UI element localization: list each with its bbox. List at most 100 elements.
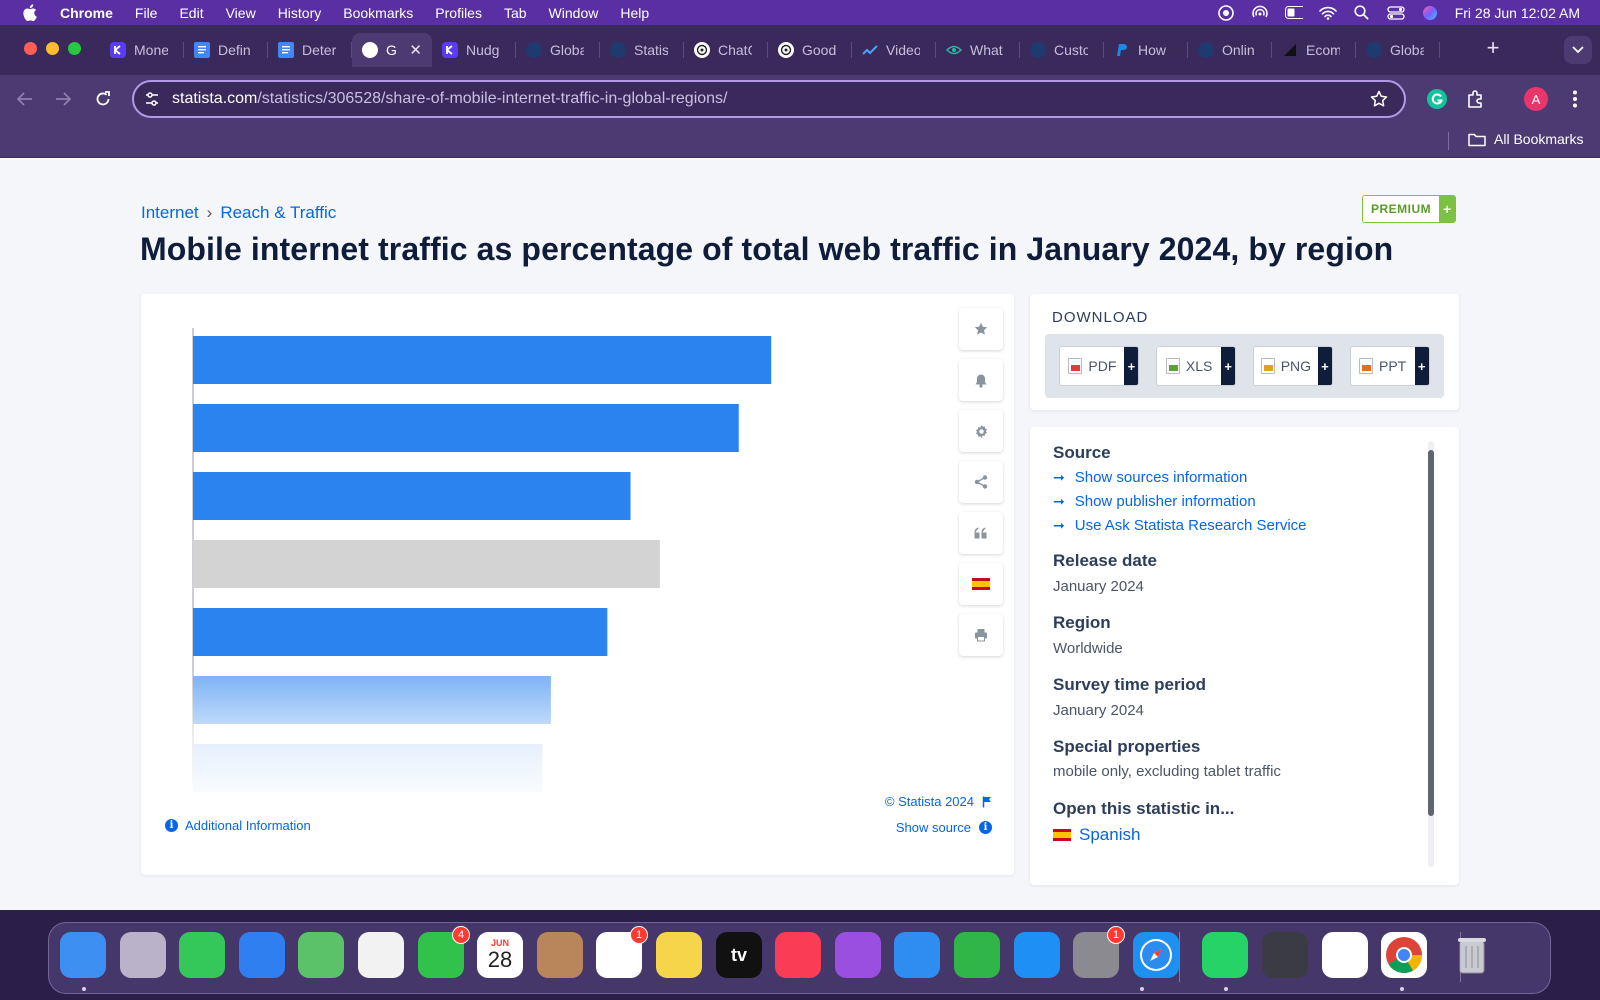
browser-tab[interactable]: Nudg: [432, 33, 516, 67]
mail-icon[interactable]: [239, 932, 285, 978]
site-settings-icon[interactable]: [144, 91, 160, 107]
safari-icon[interactable]: [1133, 932, 1179, 978]
app-store-icon[interactable]: [1014, 932, 1060, 978]
control-center-icon[interactable]: [1387, 5, 1405, 20]
download-pdf-button[interactable]: PDF +: [1059, 346, 1140, 386]
breadcrumb-internet[interactable]: Internet: [141, 203, 199, 222]
open-in-spanish-link[interactable]: Spanish: [1053, 825, 1140, 845]
contacts-icon[interactable]: [537, 932, 583, 978]
cite-button[interactable]: [959, 512, 1003, 554]
menu-bookmarks[interactable]: Bookmarks: [343, 4, 414, 21]
breadcrumb-reach-traffic[interactable]: Reach & Traffic: [220, 203, 337, 222]
browser-tab[interactable]: G ✕: [352, 33, 432, 67]
premium-badge[interactable]: PREMIUM +: [1362, 195, 1457, 223]
siri-icon[interactable]: [1421, 5, 1439, 20]
download-xls-button[interactable]: XLS +: [1156, 346, 1237, 386]
browser-tab[interactable]: Defin: [184, 33, 268, 67]
statista-copyright-link[interactable]: © Statista 2024: [885, 794, 992, 809]
menu-view[interactable]: View: [225, 4, 256, 21]
wifi-icon[interactable]: [1318, 6, 1337, 20]
grammarly-extension-icon[interactable]: [1425, 87, 1449, 111]
settings-button[interactable]: [959, 410, 1003, 452]
battery-icon[interactable]: [1284, 6, 1303, 20]
menu-file[interactable]: File: [134, 4, 158, 21]
chart-bar[interactable]: [193, 608, 608, 656]
all-bookmarks-button[interactable]: All Bookmarks: [1468, 131, 1583, 147]
chart-bar[interactable]: [193, 404, 739, 452]
menu-app-name[interactable]: Chrome: [60, 4, 113, 21]
podcasts-icon[interactable]: [835, 932, 881, 978]
focus-icon[interactable]: [1217, 4, 1235, 21]
system-settings-icon[interactable]: 1: [1073, 926, 1125, 978]
menu-clock[interactable]: Fri 28 Jun 12:02 AM: [1454, 4, 1580, 21]
ask-statista-link[interactable]: ➞ Use Ask Statista Research Service: [1053, 517, 1307, 534]
show-source-link[interactable]: Show source i: [896, 820, 992, 835]
browser-tab[interactable]: Onlin: [1188, 33, 1272, 67]
favorite-button[interactable]: [959, 308, 1003, 350]
menu-window[interactable]: Window: [548, 4, 599, 21]
chart-bar[interactable]: [193, 336, 772, 384]
menu-help[interactable]: Help: [620, 4, 650, 21]
address-bar[interactable]: statista.com/statistics/306528/share-of-…: [132, 80, 1406, 118]
chart-bar[interactable]: [193, 540, 660, 588]
forward-button[interactable]: [51, 87, 75, 111]
browser-tab[interactable]: Custo: [1020, 33, 1104, 67]
apple-tv-icon[interactable]: tv: [716, 932, 762, 978]
minimize-window-button[interactable]: [46, 42, 59, 55]
notification-button[interactable]: [959, 359, 1003, 401]
maps-icon[interactable]: [298, 932, 344, 978]
photos-icon[interactable]: [358, 932, 404, 978]
chart-bar[interactable]: [193, 676, 551, 724]
tab-search-button[interactable]: [1564, 36, 1592, 64]
airdrop-icon[interactable]: [1251, 5, 1269, 20]
facetime-icon[interactable]: 4: [418, 926, 470, 978]
launchpad-icon[interactable]: [120, 932, 166, 978]
calendar-icon[interactable]: JUN 28: [477, 932, 523, 978]
chart-bar[interactable]: [193, 744, 543, 792]
chrome-menu-icon[interactable]: [1563, 87, 1587, 111]
music-icon[interactable]: [775, 932, 821, 978]
additional-information-link[interactable]: i Additional Information: [165, 818, 311, 833]
details-scrollbar-thumb[interactable]: [1428, 450, 1434, 816]
menu-profiles[interactable]: Profiles: [435, 4, 482, 21]
show-publisher-link[interactable]: ➞ Show publisher information: [1053, 493, 1256, 510]
spanish-version-button[interactable]: [959, 563, 1003, 605]
browser-tab[interactable]: Globa: [516, 33, 600, 67]
notes-icon[interactable]: [656, 932, 702, 978]
menu-history[interactable]: History: [277, 4, 322, 21]
extensions-icon[interactable]: [1464, 87, 1488, 111]
close-tab-icon[interactable]: ✕: [409, 42, 422, 59]
url-text[interactable]: statista.com/statistics/306528/share-of-…: [172, 90, 728, 108]
browser-tab[interactable]: Video: [852, 33, 936, 67]
reload-button[interactable]: [91, 87, 115, 111]
quicktime-icon[interactable]: [1262, 932, 1308, 978]
slack-icon[interactable]: [1322, 932, 1368, 978]
menu-edit[interactable]: Edit: [179, 4, 204, 21]
browser-tab[interactable]: Mone: [100, 33, 184, 67]
browser-tab[interactable]: How: [1104, 33, 1188, 67]
keynote-icon[interactable]: [894, 932, 940, 978]
close-window-button[interactable]: [24, 42, 37, 55]
browser-tab[interactable]: Good: [768, 33, 852, 67]
whatsapp-icon[interactable]: [1202, 932, 1248, 978]
browser-tab[interactable]: Deter: [268, 33, 352, 67]
trash-icon[interactable]: [1449, 932, 1495, 978]
bookmark-star-icon[interactable]: [1370, 90, 1388, 108]
share-button[interactable]: [959, 461, 1003, 503]
numbers-icon[interactable]: [954, 932, 1000, 978]
download-png-button[interactable]: PNG +: [1252, 346, 1333, 386]
finder-icon[interactable]: [60, 932, 106, 978]
download-ppt-button[interactable]: PPT +: [1349, 346, 1430, 386]
browser-tab[interactable]: Globa: [1356, 33, 1440, 67]
chrome-icon[interactable]: [1381, 932, 1427, 978]
zoom-window-button[interactable]: [68, 42, 81, 55]
apple-logo-icon[interactable]: [20, 4, 38, 22]
new-tab-button[interactable]: +: [1486, 35, 1500, 60]
browser-tab[interactable]: What: [936, 33, 1020, 67]
chart-bar[interactable]: [193, 472, 631, 520]
messages-icon[interactable]: [179, 932, 225, 978]
browser-tab[interactable]: Statis: [600, 33, 684, 67]
search-icon[interactable]: [1353, 5, 1371, 20]
reminders-icon[interactable]: 1: [596, 926, 648, 978]
